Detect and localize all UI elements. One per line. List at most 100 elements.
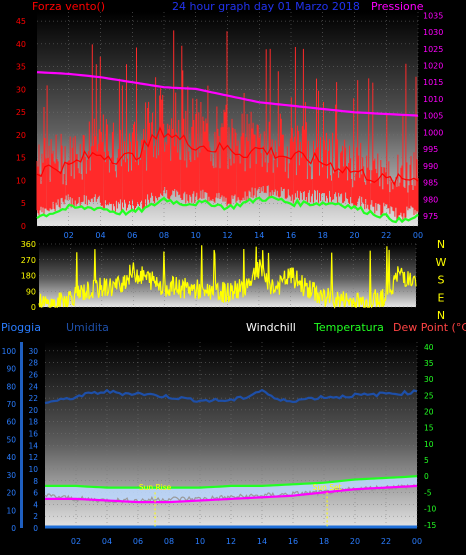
- y-humidity-tick: 80: [6, 382, 16, 391]
- y-temp-tick: 20: [424, 408, 434, 417]
- x-tick: 18: [318, 231, 328, 240]
- y-rain-tick: 10: [28, 465, 38, 474]
- sun-marker-label: Sun Set: [313, 483, 342, 492]
- y-temp-tick: -5: [424, 488, 432, 497]
- temp-dew-band: [45, 476, 417, 503]
- avg-wind-line: [36, 195, 419, 224]
- y-left-tick: 0: [21, 222, 26, 231]
- compass-label: W: [436, 256, 447, 269]
- y-right-tick: 995: [423, 145, 438, 154]
- y-left-tick: 30: [16, 85, 26, 94]
- pressure-axis-label: Pressione: [371, 0, 424, 13]
- x-tick: 22: [381, 537, 391, 546]
- x-tick: 06: [127, 231, 137, 240]
- legend-dewpoint: Dew Point (°C): [393, 321, 466, 334]
- y-rain-tick: 14: [28, 441, 38, 450]
- y-humidity-tick: 50: [6, 435, 16, 444]
- y-temp-tick: 30: [424, 375, 434, 384]
- y-right-tick: 1035: [423, 11, 443, 20]
- wind-axis-label: Forza vento(): [32, 0, 105, 13]
- compass-label: S: [438, 274, 445, 287]
- temperature-humidity-panel: 0102030405060708090100024681012141618202…: [1, 321, 466, 546]
- y-right-tick: 980: [423, 195, 438, 204]
- compass-label: N: [437, 309, 445, 322]
- x-tick: 02: [71, 537, 81, 546]
- y-temp-tick: 5: [424, 456, 429, 465]
- y-humidity-tick: 60: [6, 418, 16, 427]
- y-right-tick: 1025: [423, 45, 443, 54]
- y-humidity-tick: 30: [6, 471, 16, 480]
- y-temp-tick: -15: [424, 521, 436, 530]
- y-right-tick: 1015: [423, 78, 443, 87]
- x-tick: 02: [64, 231, 74, 240]
- y-left-tick: 45: [16, 17, 26, 26]
- dewpoint-line: [45, 484, 418, 504]
- y-left-tick: 40: [16, 40, 26, 49]
- wind-direction-line: [38, 245, 417, 309]
- rain-scale-bar: [20, 342, 23, 528]
- y-right-tick: 990: [423, 162, 438, 171]
- marks: [36, 30, 419, 224]
- chart-title: 24 hour graph day 01 Marzo 2018: [172, 0, 360, 13]
- x-tick: 20: [349, 231, 359, 240]
- y-humidity-tick: 40: [6, 453, 16, 462]
- x-tick: 10: [191, 231, 201, 240]
- legend-windchill: Windchill: [246, 321, 296, 334]
- y-left-tick: 10: [16, 176, 26, 185]
- y-rain-tick: 26: [28, 370, 38, 379]
- x-tick: 08: [164, 537, 174, 546]
- y-temp-tick: 40: [424, 343, 434, 352]
- y-temp-tick: 25: [424, 391, 434, 400]
- x-tick: 00: [413, 231, 423, 240]
- y-rain-tick: 4: [33, 500, 38, 509]
- x-tick: 06: [133, 537, 143, 546]
- y-right-tick: 985: [423, 179, 438, 188]
- y-right-tick: 1020: [423, 62, 443, 71]
- y-temp-tick: 0: [424, 472, 429, 481]
- x-tick: 16: [286, 231, 296, 240]
- x-tick: 10: [195, 537, 205, 546]
- y-left-tick: 360: [21, 240, 36, 249]
- y-rain-tick: 18: [28, 418, 38, 427]
- marks: [38, 245, 417, 309]
- x-tick: 12: [222, 231, 232, 240]
- y-left-tick: 270: [21, 256, 36, 265]
- wind-gust-bars: [36, 30, 419, 221]
- y-right-tick: 1010: [423, 95, 443, 104]
- y-right-tick: 1000: [423, 128, 443, 137]
- y-right-tick: 975: [423, 212, 438, 221]
- legend-rain: Pioggia: [1, 321, 41, 334]
- y-rain-tick: 0: [33, 524, 38, 533]
- y-left-tick: 0: [31, 303, 36, 312]
- y-rain-tick: 24: [28, 382, 38, 391]
- x-tick: 08: [159, 231, 169, 240]
- y-humidity-tick: 20: [6, 489, 16, 498]
- y-left-tick: 90: [26, 287, 36, 296]
- x-tick: 12: [226, 537, 236, 546]
- y-temp-tick: 15: [424, 424, 434, 433]
- y-humidity-tick: 90: [6, 365, 16, 374]
- grid: [20, 342, 418, 529]
- marks: [44, 388, 418, 529]
- legend-temperature: Temperatura: [313, 321, 384, 334]
- temperature-line: [45, 475, 418, 489]
- y-rain-tick: 12: [28, 453, 38, 462]
- y-temp-tick: 10: [424, 440, 434, 449]
- pressure-line: [36, 71, 419, 117]
- x-tick: 20: [350, 537, 360, 546]
- y-rain-tick: 8: [33, 477, 38, 486]
- y-right-tick: 1030: [423, 28, 443, 37]
- y-left-tick: 180: [21, 272, 36, 281]
- y-rain-tick: 22: [28, 394, 38, 403]
- y-rain-tick: 6: [33, 489, 38, 498]
- x-tick: 04: [102, 537, 112, 546]
- y-humidity-tick: 100: [2, 347, 17, 356]
- y-left-tick: 35: [16, 63, 26, 72]
- y-humidity-tick: 0: [11, 524, 16, 533]
- y-right-tick: 1005: [423, 112, 443, 121]
